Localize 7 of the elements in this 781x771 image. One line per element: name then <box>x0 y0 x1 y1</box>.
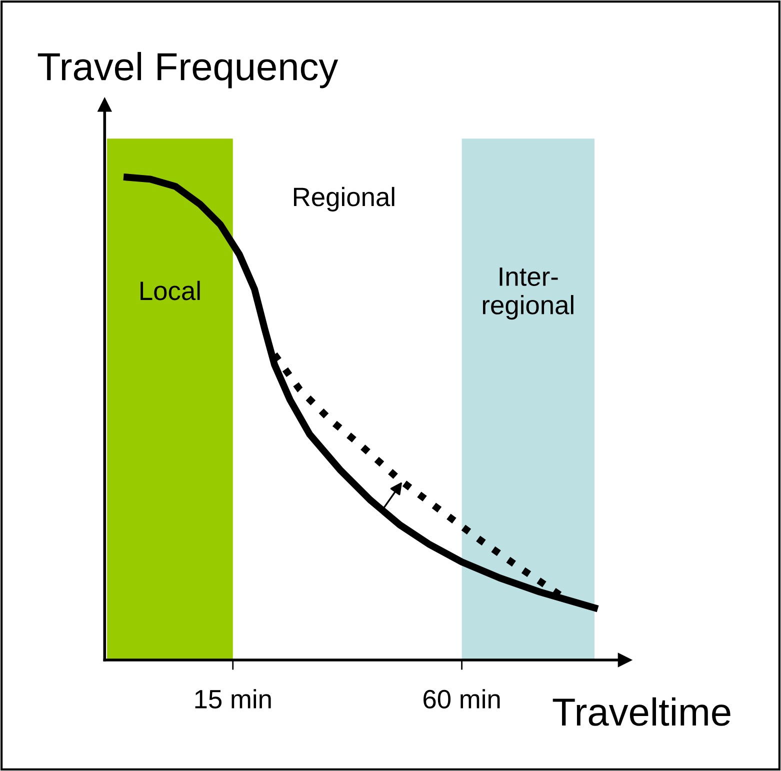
x-axis-title: Traveltime <box>552 697 730 726</box>
x-tick-label: 60 min <box>424 689 500 709</box>
band-label: Inter- regional <box>482 268 574 320</box>
x-tick-label: 15 min <box>195 689 271 709</box>
y-axis-title: Travel Frequency <box>38 52 338 88</box>
annotation: Regional <box>294 186 394 212</box>
band-label: Local <box>140 280 200 300</box>
